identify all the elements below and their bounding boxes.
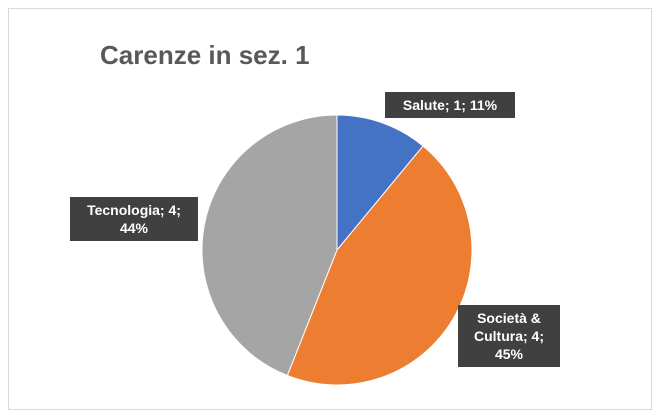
- data-label: Società & Cultura; 4; 45%: [458, 305, 560, 367]
- chart-title: Carenze in sez. 1: [100, 40, 310, 70]
- data-label: Tecnologia; 4; 44%: [70, 197, 198, 241]
- pie-slice: [336, 114, 424, 252]
- pie-slice: [286, 145, 473, 386]
- data-label: Salute; 1; 11%: [385, 92, 515, 118]
- pie-slice: [201, 114, 338, 377]
- chart-frame: [8, 8, 652, 410]
